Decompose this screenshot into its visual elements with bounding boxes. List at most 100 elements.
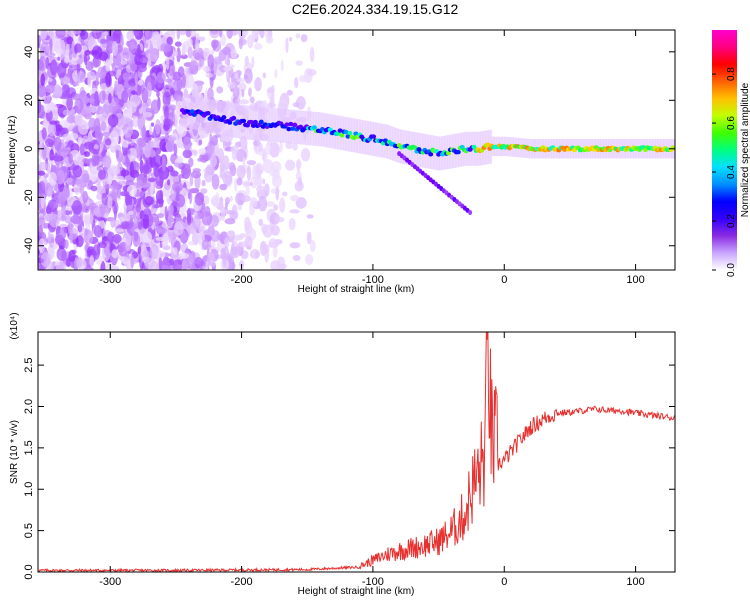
- spectrogram-noise-cell: [174, 50, 178, 57]
- spectrogram-noise-cell: [105, 138, 112, 146]
- spectrogram-noise-cell: [112, 175, 124, 181]
- spectrogram-noise-cell: [61, 147, 71, 153]
- spectrogram-noise-cell: [96, 193, 103, 200]
- spectrogram-x-tick-label: -100: [362, 274, 384, 286]
- spectrogram-noise-cell: [91, 154, 98, 167]
- spectrogram-trace-cell: [343, 129, 349, 135]
- spectrogram-noise-cell: [289, 209, 300, 214]
- spectrogram-noise-cell: [140, 56, 149, 64]
- spectrogram-noise-cell: [238, 82, 247, 92]
- spectrogram-noise-cell: [252, 139, 261, 147]
- spectrogram-noise-cell: [38, 224, 43, 237]
- spectrogram-noise-cell: [172, 80, 181, 92]
- spectrogram-noise-cell: [174, 41, 182, 47]
- spectrogram-noise-cell: [45, 85, 56, 90]
- spectrogram-noise-cell: [167, 204, 174, 215]
- spectrogram-noise-cell: [232, 85, 240, 99]
- spectrogram-x-tick-label: -300: [99, 274, 121, 286]
- spectrogram-noise-cell: [210, 49, 215, 55]
- spectrogram-noise-cell: [137, 246, 141, 254]
- spectrogram-noise-cell: [184, 66, 190, 78]
- spectrogram-noise-cell: [102, 155, 112, 168]
- spectrogram-noise-cell: [85, 61, 94, 71]
- spectrogram-noise-cell: [189, 188, 193, 205]
- spectrogram-noise-cell: [144, 257, 155, 269]
- spectrogram-halo-cell: [245, 105, 248, 140]
- snr-y-multiplier: (x10⁴): [9, 312, 20, 339]
- spectrogram-noise-cell: [134, 72, 138, 86]
- spectrogram-noise-cell: [245, 185, 250, 196]
- spectrogram-noise-cell: [258, 143, 263, 153]
- spectrogram-halo-cell: [346, 117, 349, 152]
- spectrogram-noise-cell: [155, 236, 166, 241]
- spectrogram-noise-cell: [101, 132, 113, 137]
- spectrogram-noise-cell: [41, 127, 47, 140]
- spectrogram-noise-cell: [110, 166, 121, 176]
- spectrogram-noise-cell: [207, 87, 214, 103]
- spectrogram-noise-cell: [228, 162, 236, 172]
- spectrogram-noise-cell: [194, 37, 200, 53]
- spectrogram-noise-cell: [62, 204, 66, 210]
- spectrogram-noise-cell: [244, 216, 251, 231]
- spectrogram-noise-cell: [230, 49, 238, 59]
- spectrogram-noise-cell: [97, 66, 104, 79]
- spectrogram-noise-cell: [258, 218, 263, 227]
- spectrogram-noise-cell: [38, 180, 46, 197]
- spectrogram-noise-cell: [274, 68, 278, 79]
- spectrogram-noise-cell: [167, 136, 177, 142]
- spectrogram-frame: [37, 29, 676, 271]
- spectrogram-halo-cell: [363, 120, 366, 155]
- spectrogram-noise-cell: [96, 186, 108, 194]
- snr-background: [38, 332, 675, 572]
- spectrogram-noise-cell: [120, 169, 130, 177]
- spectrogram-noise-cell: [142, 231, 153, 244]
- spectrogram-noise-cell: [239, 135, 248, 151]
- spectrogram-noise-cell: [295, 197, 307, 209]
- spectrogram-noise-cell: [158, 250, 166, 259]
- spectrogram-noise-cell: [55, 30, 66, 39]
- spectrogram-noise-cell: [38, 55, 47, 72]
- spectrogram-noise-cell: [111, 63, 116, 68]
- spectrogram-noise-cell: [107, 114, 119, 128]
- spectrogram-noise-cell: [181, 163, 192, 180]
- spectrogram-trace-cell: [292, 122, 298, 128]
- spectrogram-noise-cell: [248, 87, 252, 97]
- spectrogram-noise-cell: [105, 71, 112, 88]
- spectrogram-noise-cell: [229, 195, 233, 202]
- spectrogram-y-tick-label: -40: [23, 238, 35, 254]
- spectrogram-noise-cell: [175, 193, 186, 208]
- spectrogram-noise-cell: [92, 56, 101, 68]
- spectrogram-noise-cell: [117, 63, 123, 70]
- spectrogram-noise-cell: [69, 210, 73, 215]
- spectrogram-noise-cell: [83, 141, 95, 150]
- spectrogram-trace-cell: [337, 128, 343, 133]
- spectrogram-trace-cell: [189, 109, 195, 114]
- spectrogram-noise-cell: [47, 77, 53, 82]
- spectrogram-noise-cell: [231, 148, 238, 161]
- spectrogram-noise-cell: [105, 58, 111, 72]
- spectrogram-noise-cell: [132, 115, 139, 128]
- spectrogram-noise-cell: [93, 144, 99, 150]
- spectrogram-trace-cell: [241, 118, 247, 124]
- spectrogram-noise-cell: [236, 78, 246, 83]
- spectrogram-noise-cell: [243, 68, 253, 84]
- spectrogram-noise-cell: [167, 213, 174, 228]
- spectrogram-noise-cell: [234, 72, 239, 80]
- snr-x-axis-label: Height of straight line (km): [298, 586, 415, 597]
- spectrogram-noise-cell: [73, 30, 82, 35]
- spectrogram-noise-cell: [295, 158, 302, 170]
- spectrogram-noise-cell: [270, 84, 275, 94]
- spectrogram-noise-cell: [241, 89, 245, 98]
- colorbar-tick-label: 0.0: [726, 263, 737, 277]
- spectrogram-noise-cell: [98, 51, 109, 61]
- spectrogram-noise-cell: [141, 243, 146, 252]
- spectrogram-x-tick-label: 100: [626, 274, 644, 286]
- spectrogram-noise-cell: [233, 235, 238, 248]
- spectrogram-y-tick-label: -20: [23, 189, 35, 205]
- spectrogram-y-ticks: -40 -20 0 20 40: [23, 46, 675, 254]
- spectrogram-noise-cell: [47, 162, 51, 176]
- spectrogram-noise-cell: [279, 140, 283, 153]
- spectrogram-noise-cell: [74, 97, 84, 114]
- spectrogram-noise-cell: [251, 30, 259, 39]
